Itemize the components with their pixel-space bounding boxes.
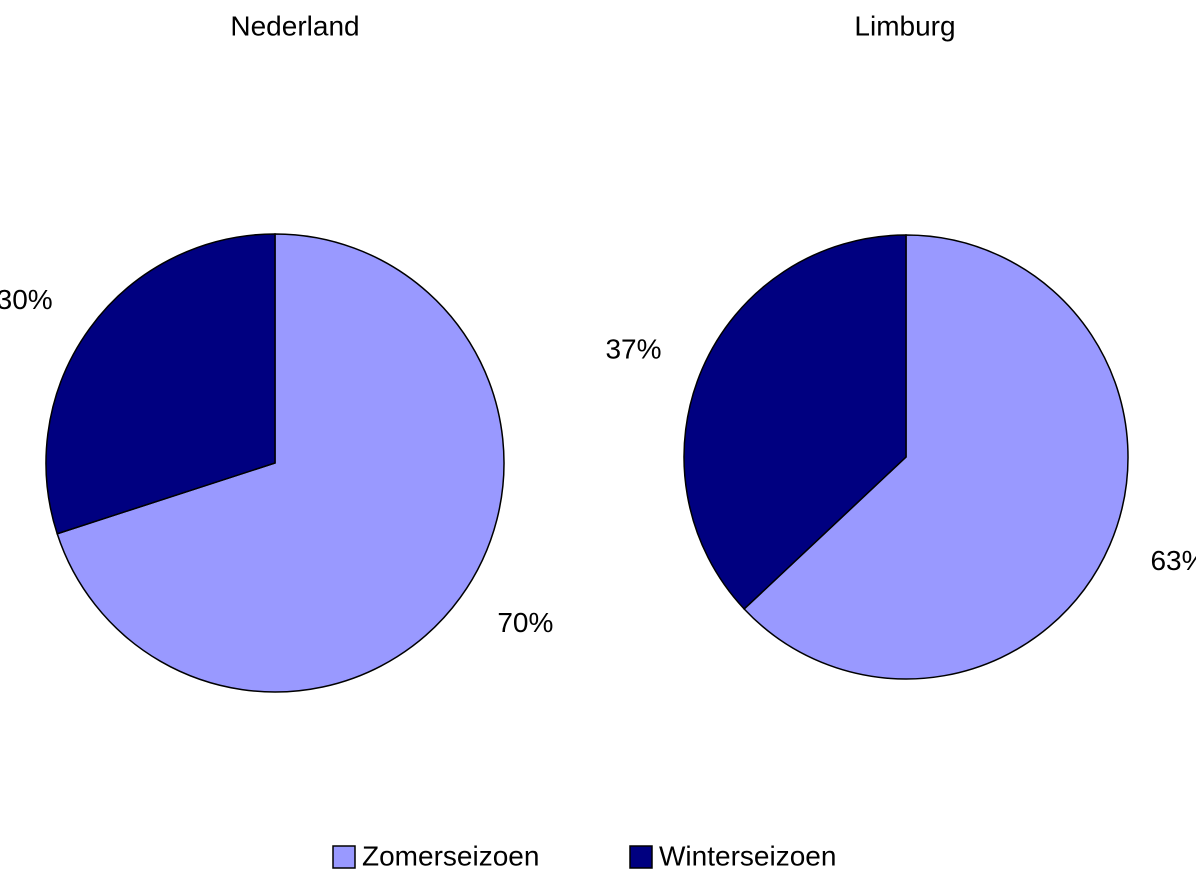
data-label: 70% xyxy=(497,607,553,638)
chart-title: Limburg xyxy=(854,10,955,41)
pie-slice xyxy=(56,233,505,693)
legend-label: Winterseizoen xyxy=(659,840,836,871)
legend-label: Zomerseizoen xyxy=(362,840,539,871)
legend-swatch xyxy=(629,845,653,869)
data-label: 37% xyxy=(605,334,661,365)
pie-slice xyxy=(743,234,1129,680)
legend-swatch xyxy=(332,845,356,869)
data-label: 63% xyxy=(1150,545,1196,576)
chart-title: Nederland xyxy=(230,10,359,41)
pie-slice xyxy=(683,234,907,611)
pie-slice xyxy=(45,233,276,535)
data-label: 30% xyxy=(0,284,53,315)
